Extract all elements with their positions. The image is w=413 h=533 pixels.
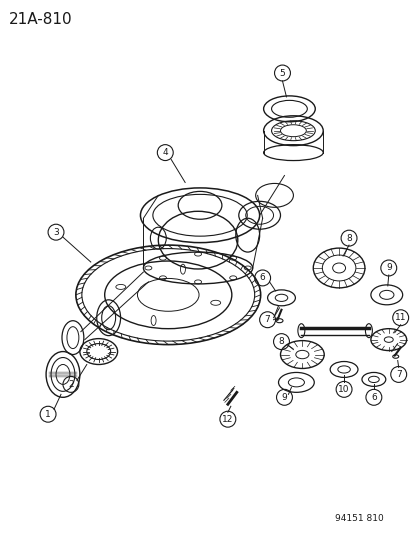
Text: 94151 810: 94151 810	[334, 514, 383, 523]
Text: 6: 6	[370, 393, 376, 402]
Text: 3: 3	[53, 228, 59, 237]
Text: 12: 12	[222, 415, 233, 424]
Text: 7: 7	[395, 370, 401, 379]
Text: 9: 9	[281, 393, 287, 402]
Text: 8: 8	[345, 233, 351, 243]
Text: 2: 2	[68, 380, 74, 389]
Text: 4: 4	[162, 148, 168, 157]
Text: 6: 6	[259, 273, 265, 282]
Text: 5: 5	[279, 69, 285, 77]
Text: 7: 7	[264, 315, 270, 324]
Text: 21A-810: 21A-810	[9, 12, 73, 27]
Text: 9: 9	[385, 263, 391, 272]
Text: 1: 1	[45, 410, 51, 419]
Text: 11: 11	[394, 313, 406, 322]
Text: 8: 8	[278, 337, 284, 346]
Text: 10: 10	[337, 385, 349, 394]
